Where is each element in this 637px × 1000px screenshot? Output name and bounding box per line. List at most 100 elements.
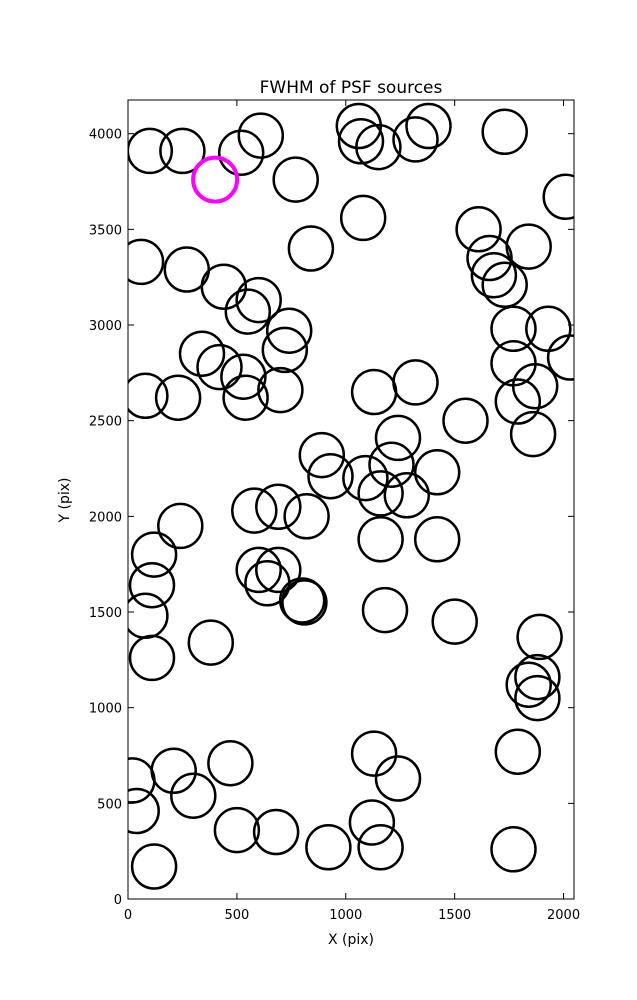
source-marker [514,653,561,701]
source-marker [128,634,176,682]
y-tick-label: 1500 [89,606,122,621]
source-marker [287,225,335,272]
source-marker [546,334,574,381]
source-marker [170,772,217,819]
source-marker [442,397,489,444]
source-marker [481,261,528,309]
source-marker [525,305,572,353]
source-marker [261,326,309,374]
source-marker [470,252,518,299]
source-marker [357,470,404,517]
x-tick-label: 1000 [329,908,362,923]
y-tick-label: 3000 [89,319,122,334]
source-marker [298,431,346,479]
source-marker [455,206,502,253]
source-marker [222,374,269,421]
source-marker [255,546,302,594]
source-marker [355,123,402,171]
plot-frame [127,99,575,900]
source-marker [350,730,398,777]
source-marker [494,378,542,425]
source-marker [505,223,552,270]
source-marker [368,441,415,488]
source-marker [200,263,248,310]
source-marker [516,613,563,661]
source-marker [128,787,160,835]
source-marker [130,531,178,578]
y-tick-label: 2500 [89,415,122,430]
source-marker [128,127,174,175]
source-marker [509,410,557,458]
source-marker [413,449,461,496]
source-marker [511,362,559,410]
source-marker [281,579,328,626]
source-marker [237,112,285,159]
highlighted-source-marker [191,155,240,204]
source-marker [392,359,439,406]
source-marker [265,307,313,354]
y-tick-label: 500 [97,797,122,812]
sources-layer [128,102,574,890]
source-marker [383,472,431,519]
source-marker [466,234,513,282]
y-tick-label: 2000 [89,510,122,525]
source-marker [272,156,319,203]
source-marker [187,619,235,666]
source-marker [128,592,169,640]
source-marker [305,824,352,871]
source-marker [490,305,537,353]
source-marker [342,454,389,502]
source-marker [217,129,265,177]
source-marker [154,374,202,421]
y-tick-label: 3500 [89,223,122,238]
y-tick-label: 0 [114,893,122,908]
source-marker [431,598,478,645]
source-marker [505,661,552,708]
source-marker [494,728,542,775]
source-marker [220,353,267,400]
source-marker [178,330,226,377]
source-marker [392,116,439,163]
chart-title: FWHM of PSF sources [260,78,443,98]
source-marker [337,118,385,165]
source-marker [196,343,243,391]
source-marker [481,108,528,156]
source-marker [235,546,282,594]
source-marker [252,808,300,856]
x-tick-label: 1500 [438,908,471,923]
source-marker [350,368,398,416]
x-tick-label: 0 [124,908,132,923]
axes: 0 500 1000 1500 2000 0 500 1000 1500 2000 2500 3000… [89,99,580,923]
source-marker [130,843,178,890]
source-marker [514,674,561,722]
source-marker [128,561,176,609]
source-marker [157,502,204,550]
x-axis-label: X (pix) [328,932,374,948]
y-tick-label: 1000 [89,702,122,717]
source-marker [257,366,304,414]
source-marker [339,194,387,242]
source-marker [213,806,261,854]
source-marker [207,739,254,787]
source-marker [235,276,282,324]
source-marker [357,516,404,563]
source-marker [542,173,574,221]
source-marker [307,452,354,500]
y-axis-label: Y (pix) [57,478,73,524]
source-marker [357,824,404,871]
x-tick-label: 500 [224,908,249,923]
source-marker [128,238,165,286]
source-marker [348,799,396,846]
source-marker [159,127,206,175]
source-marker [283,493,330,540]
source-marker [278,577,326,624]
source-marker [361,586,409,634]
source-marker [128,757,156,804]
source-marker [490,826,537,873]
source-marker [224,288,272,335]
source-marker [231,487,278,534]
source-marker [413,516,461,563]
source-marker [374,414,422,462]
source-marker [128,372,169,420]
